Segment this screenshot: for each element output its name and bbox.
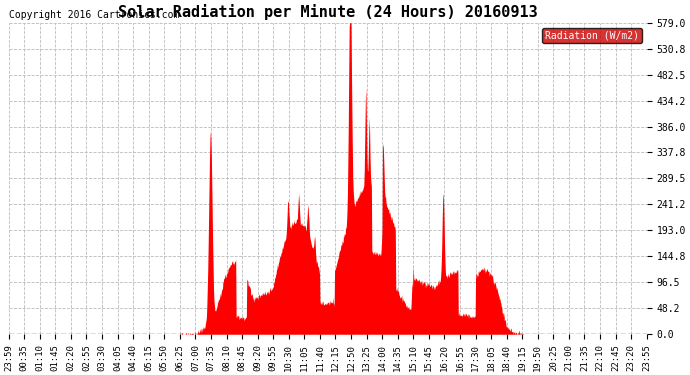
Text: Copyright 2016 Cartronics.com: Copyright 2016 Cartronics.com — [9, 10, 179, 20]
Title: Solar Radiation per Minute (24 Hours) 20160913: Solar Radiation per Minute (24 Hours) 20… — [118, 4, 538, 20]
Legend: Radiation (W/m2): Radiation (W/m2) — [542, 28, 642, 44]
